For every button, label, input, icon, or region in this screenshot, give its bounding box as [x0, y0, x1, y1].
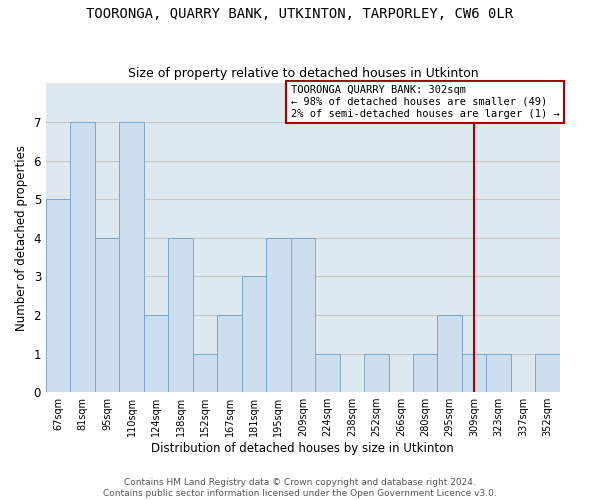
- Bar: [437, 315, 462, 392]
- Bar: [144, 315, 168, 392]
- Bar: [290, 238, 315, 392]
- Bar: [119, 122, 144, 392]
- Y-axis label: Number of detached properties: Number of detached properties: [15, 145, 28, 331]
- Bar: [535, 354, 560, 392]
- Bar: [70, 122, 95, 392]
- X-axis label: Distribution of detached houses by size in Utkinton: Distribution of detached houses by size …: [151, 442, 454, 455]
- Bar: [242, 276, 266, 392]
- Bar: [95, 238, 119, 392]
- Bar: [217, 315, 242, 392]
- Bar: [193, 354, 217, 392]
- Bar: [487, 354, 511, 392]
- Bar: [46, 199, 70, 392]
- Text: TOORONGA, QUARRY BANK, UTKINTON, TARPORLEY, CW6 0LR: TOORONGA, QUARRY BANK, UTKINTON, TARPORL…: [86, 8, 514, 22]
- Bar: [168, 238, 193, 392]
- Text: Contains HM Land Registry data © Crown copyright and database right 2024.
Contai: Contains HM Land Registry data © Crown c…: [103, 478, 497, 498]
- Text: TOORONGA QUARRY BANK: 302sqm
← 98% of detached houses are smaller (49)
2% of sem: TOORONGA QUARRY BANK: 302sqm ← 98% of de…: [290, 86, 559, 118]
- Title: Size of property relative to detached houses in Utkinton: Size of property relative to detached ho…: [128, 66, 478, 80]
- Bar: [462, 354, 487, 392]
- Bar: [315, 354, 340, 392]
- Bar: [364, 354, 389, 392]
- Bar: [413, 354, 437, 392]
- Bar: [266, 238, 290, 392]
